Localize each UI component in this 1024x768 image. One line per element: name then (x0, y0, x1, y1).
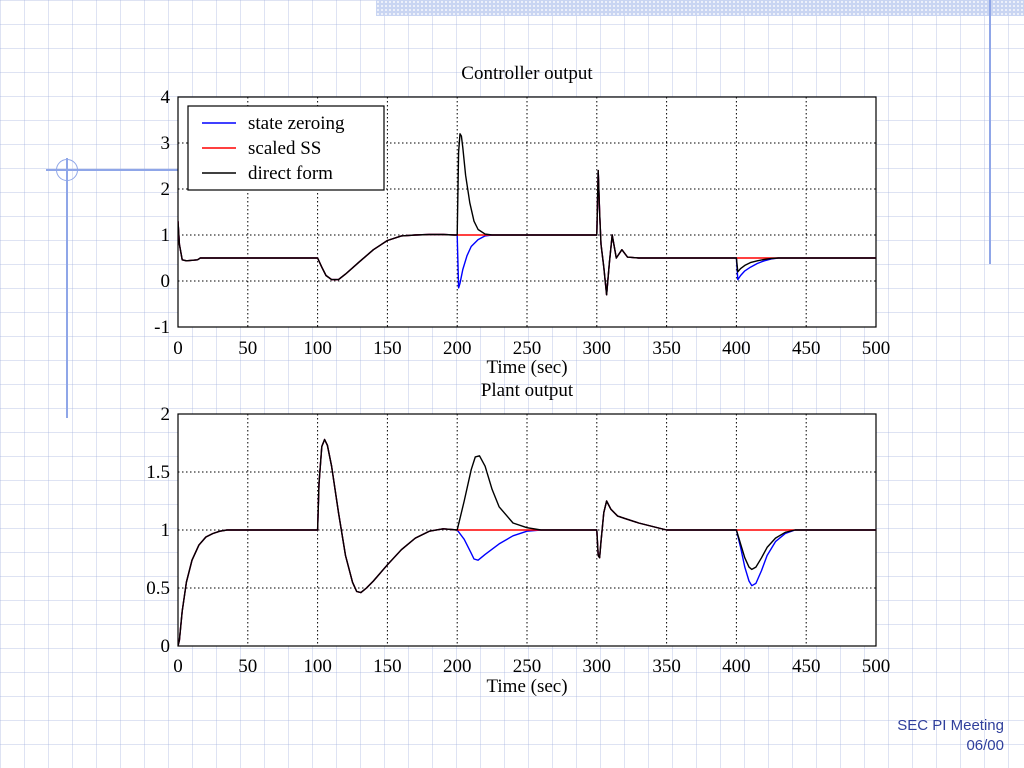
y-tick-label: 0.5 (146, 578, 170, 599)
y-tick-label: 2 (161, 179, 171, 200)
footer-meeting-name: SEC PI Meeting (897, 717, 1004, 734)
x-tick-label: 500 (862, 656, 891, 677)
y-tick-label: -1 (154, 317, 170, 338)
footer-date: 06/00 (966, 737, 1004, 754)
y-tick-label: 1 (161, 225, 171, 246)
x-tick-label: 450 (792, 338, 821, 359)
x-tick-label: 100 (303, 656, 332, 677)
legend-label: state zeroing (248, 113, 345, 134)
x-tick-label: 200 (443, 656, 472, 677)
chart-2: Plant output 0 50 100 150 200 250 300 350 400 450 5… (146, 380, 890, 697)
chart-title: Controller output (461, 63, 593, 84)
y-tick-label: 0 (161, 271, 171, 292)
y-tick-label: 1.5 (146, 462, 170, 483)
x-tick-label: 50 (238, 338, 257, 359)
x-tick-label: 0 (173, 338, 183, 359)
legend-label: direct form (248, 163, 333, 184)
x-tick-label: 300 (583, 338, 612, 359)
x-tick-label: 350 (652, 656, 681, 677)
decorative-circle (56, 159, 78, 181)
x-tick-label: 400 (722, 656, 751, 677)
y-tick-label: 2 (161, 404, 171, 425)
series-direct-form (178, 133, 876, 296)
x-axis-label: Time (sec) (486, 357, 567, 378)
x-tick-label: 150 (373, 656, 402, 677)
y-tick-label: 3 (161, 133, 171, 154)
x-tick-label: 400 (722, 338, 751, 359)
x-tick-label: 250 (513, 338, 542, 359)
x-tick-label: 200 (443, 338, 472, 359)
x-tick-label: 350 (652, 338, 681, 359)
y-tick-label: 4 (161, 87, 171, 108)
y-tick-label: 1 (161, 520, 171, 541)
x-axis-label: Time (sec) (486, 676, 567, 697)
decorative-vertical-line-right (989, 0, 991, 264)
legend: state zeroing scaled SS direct form (187, 105, 385, 191)
x-tick-label: 300 (583, 656, 612, 677)
legend-label: scaled SS (248, 138, 321, 159)
series-direct-form (178, 438, 876, 646)
x-tick-label: 50 (238, 656, 257, 677)
x-tick-label: 150 (373, 338, 402, 359)
x-tick-label: 0 (173, 656, 183, 677)
chart-title: Plant output (481, 380, 574, 401)
decorative-horizontal-line-left (46, 169, 186, 171)
x-tick-label: 250 (513, 656, 542, 677)
x-tick-label: 500 (862, 338, 891, 359)
x-tick-label: 100 (303, 338, 332, 359)
x-tick-label: 450 (792, 656, 821, 677)
decorative-top-bar (376, 0, 1024, 16)
footer: SEC PI Meeting 06/00 (897, 716, 1004, 756)
decorative-vertical-line-left (66, 158, 68, 418)
y-tick-label: 0 (161, 636, 171, 657)
